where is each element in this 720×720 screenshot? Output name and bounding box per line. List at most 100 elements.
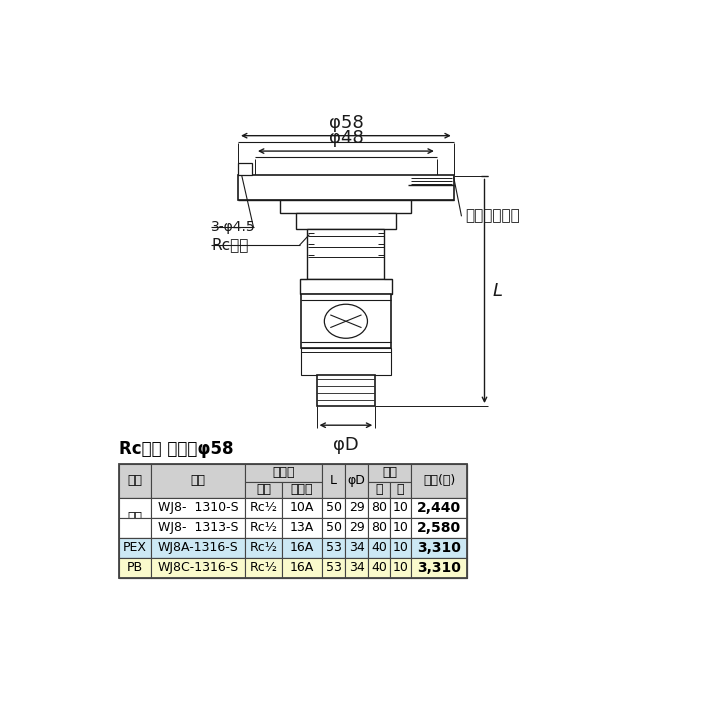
Bar [282, 498, 322, 518]
Bar [301, 348, 390, 375]
Bar [245, 557, 282, 577]
Bar [390, 538, 411, 557]
Bar [119, 557, 151, 577]
Text: φ58: φ58 [328, 114, 364, 132]
Bar [411, 498, 467, 518]
Bar [368, 498, 390, 518]
Bar [151, 557, 245, 577]
Text: 大: 大 [375, 483, 383, 496]
Bar [238, 175, 454, 200]
Bar [296, 213, 396, 229]
Text: Rcねじ ツバ径φ58: Rcねじ ツバ径φ58 [119, 439, 233, 457]
Bar [322, 498, 345, 518]
Text: φD: φD [348, 474, 366, 487]
Bar [151, 464, 245, 498]
Bar [345, 538, 368, 557]
Text: 10: 10 [392, 561, 408, 574]
Bar [390, 498, 411, 518]
Bar [119, 464, 467, 577]
Bar [368, 518, 390, 538]
Text: 80: 80 [371, 501, 387, 514]
Text: Rc½: Rc½ [250, 561, 277, 574]
Bar [119, 464, 151, 498]
Text: Rc½: Rc½ [250, 541, 277, 554]
Text: ねじ: ねじ [256, 483, 271, 496]
Bar [307, 229, 384, 279]
Bar [281, 200, 411, 213]
Text: φ48: φ48 [328, 129, 364, 147]
Text: 3-φ4.5: 3-φ4.5 [211, 220, 256, 233]
Bar [151, 498, 245, 518]
Bar [119, 538, 151, 557]
Bar [390, 557, 411, 577]
Text: Rc½: Rc½ [250, 521, 277, 534]
Text: 29: 29 [348, 521, 364, 534]
Bar [322, 518, 345, 538]
Text: WJ8-  1313-S: WJ8- 1313-S [158, 521, 238, 534]
Text: 価格(円): 価格(円) [423, 474, 455, 487]
Text: 呼び径: 呼び径 [272, 467, 294, 480]
Bar [345, 498, 368, 518]
Bar [322, 557, 345, 577]
Text: WJ8A-1316-S: WJ8A-1316-S [158, 541, 238, 554]
Text: L: L [492, 282, 503, 300]
Bar [151, 538, 245, 557]
Text: 樹脂管: 樹脂管 [291, 483, 313, 496]
Text: 34: 34 [348, 541, 364, 554]
Text: ゴムパッキン: ゴムパッキン [465, 208, 520, 223]
Text: 80: 80 [371, 521, 387, 534]
Bar [119, 557, 467, 577]
Bar [390, 518, 411, 538]
Bar [245, 538, 282, 557]
Bar [345, 518, 368, 538]
Text: 50: 50 [325, 501, 341, 514]
Bar [317, 375, 375, 406]
Text: φD: φD [333, 436, 359, 454]
Text: 品番: 品番 [191, 474, 206, 487]
Bar [411, 557, 467, 577]
Bar [411, 538, 467, 557]
Bar [368, 538, 390, 557]
Bar [301, 294, 390, 348]
Text: WJ8C-1316-S: WJ8C-1316-S [158, 561, 239, 574]
Bar [119, 464, 467, 498]
Text: 小: 小 [397, 483, 405, 496]
Text: 53: 53 [325, 561, 341, 574]
Text: 40: 40 [371, 561, 387, 574]
Text: 50: 50 [325, 521, 341, 534]
Bar [282, 482, 322, 498]
Text: 16A: 16A [290, 541, 314, 554]
Bar [368, 464, 411, 482]
Text: 3,310: 3,310 [417, 561, 461, 575]
Text: 10A: 10A [290, 501, 314, 514]
Bar [119, 518, 467, 538]
Bar [322, 538, 345, 557]
Bar [368, 482, 390, 498]
Bar [345, 557, 368, 577]
Bar [411, 518, 467, 538]
Text: 16A: 16A [290, 561, 314, 574]
Text: 2,440: 2,440 [417, 500, 461, 515]
Text: PB: PB [127, 561, 143, 574]
Text: Rcねじ: Rcねじ [211, 237, 248, 252]
Bar [368, 557, 390, 577]
Bar [345, 464, 368, 498]
Text: 40: 40 [371, 541, 387, 554]
Bar [300, 279, 392, 294]
Text: 3,310: 3,310 [417, 541, 461, 554]
Bar [245, 498, 282, 518]
Bar [282, 518, 322, 538]
Text: 2,580: 2,580 [417, 521, 461, 535]
Bar [245, 464, 322, 482]
Bar [119, 498, 151, 538]
Text: 10: 10 [392, 501, 408, 514]
Bar [245, 518, 282, 538]
Bar [322, 464, 345, 498]
Text: PEX: PEX [123, 541, 147, 554]
Bar [151, 518, 245, 538]
Text: 共用: 共用 [127, 511, 143, 524]
Text: 入数: 入数 [382, 467, 397, 480]
Bar [238, 163, 252, 175]
Text: WJ8-  1310-S: WJ8- 1310-S [158, 501, 238, 514]
Text: Rc½: Rc½ [250, 501, 277, 514]
